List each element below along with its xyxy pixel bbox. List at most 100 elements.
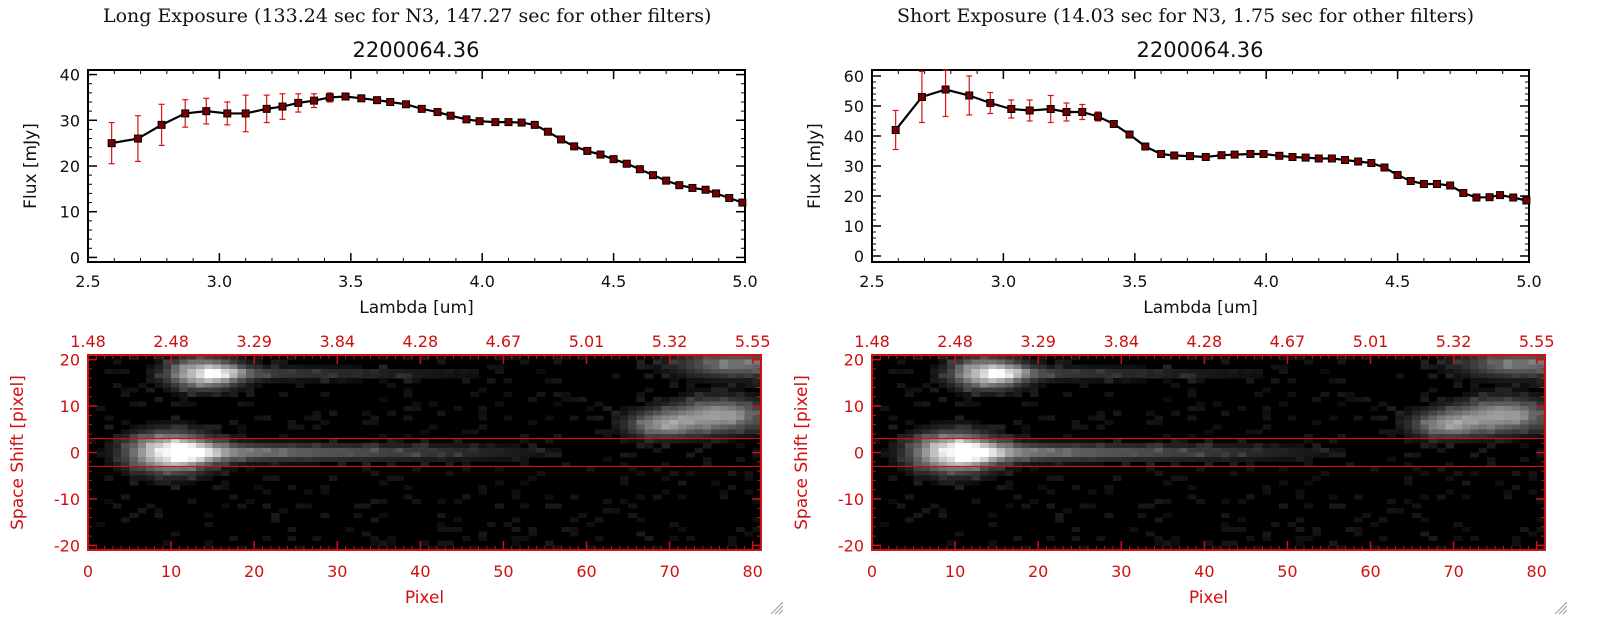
image-pixel [154,457,164,463]
image-pixel [1312,475,1322,481]
image-pixel [478,424,488,430]
image-pixel [179,443,189,449]
image-pixel [955,438,964,444]
image-pixel [1112,368,1122,374]
image-pixel [387,475,396,481]
image-pixel [1403,438,1413,444]
image-pixel [121,494,130,500]
image-pixel [337,447,346,453]
image-pixel [378,378,388,384]
image-pixel [436,522,446,528]
image-pixel [403,494,413,500]
image-pixel [1021,359,1031,365]
image-pixel [946,438,956,444]
image-pixel [971,461,981,467]
image-pixel [245,498,255,504]
image-pixel [237,424,247,430]
image-pixel [1428,438,1438,444]
image-pixel [262,461,272,467]
image-pixel [752,396,762,402]
left-image-y-tick-label: 20 [60,351,80,370]
image-pixel [237,443,247,449]
image-pixel [279,368,288,374]
image-pixel [880,522,890,528]
image-pixel [1038,378,1047,384]
image-pixel [1445,359,1455,365]
image-pixel [752,420,762,426]
image-pixel [1478,373,1488,379]
image-pixel [1079,424,1089,430]
image-pixel [652,359,662,365]
image-pixel [1079,447,1089,453]
image-pixel [212,433,222,439]
image-pixel [1063,443,1072,449]
image-pixel [187,387,197,393]
image-pixel [1536,447,1546,453]
image-pixel [996,485,1006,491]
image-pixel [1254,457,1263,463]
image-pixel [403,485,413,491]
image-pixel [1245,378,1255,384]
left-data-point [241,109,250,118]
image-pixel [171,429,180,435]
image-pixel [1528,420,1538,426]
image-pixel [262,378,272,384]
image-pixel [1088,368,1097,374]
image-pixel [1004,355,1014,361]
image-pixel [711,410,720,416]
image-pixel [162,359,172,365]
image-pixel [1328,378,1338,384]
image-pixel [262,503,272,509]
left-x-tick-label: 4.5 [601,272,626,291]
image-pixel [1187,355,1197,361]
image-pixel [946,443,956,449]
image-pixel [112,447,122,453]
image-pixel [711,387,720,393]
image-pixel [628,452,637,458]
image-pixel [1262,457,1272,463]
image-pixel [686,396,695,402]
left-data-point [635,165,644,174]
image-pixel [727,401,737,407]
image-pixel [1137,447,1147,453]
image-pixel [453,438,463,444]
image-pixel [1229,443,1238,449]
image-pixel [661,355,671,361]
image-pixel [955,387,964,393]
right-data-point [1393,171,1402,179]
right-x-tick-label: 4.5 [1385,272,1410,291]
image-pixel [1470,429,1479,435]
image-pixel [980,364,989,370]
right-data-point [1246,150,1255,158]
left-image-panel: 0 10 20 30 40 50 60 70 801.48 2.48 3.29 3.84 4.28 4.6… [8,332,771,608]
image-pixel [470,392,479,398]
image-pixel [1096,461,1106,467]
image-pixel [677,355,687,361]
image-pixel [1486,368,1496,374]
image-pixel [1395,415,1405,421]
image-pixel [146,471,155,477]
image-pixel [644,433,654,439]
image-pixel [686,420,695,426]
image-pixel [661,406,671,412]
image-pixel [702,387,712,393]
image-pixel [262,364,272,370]
image-pixel [905,438,914,444]
image-pixel [88,438,97,444]
right-data-point [1341,156,1350,164]
image-pixel [1046,461,1056,467]
image-pixel [237,359,247,365]
image-pixel [121,387,130,393]
image-pixel [1129,373,1139,379]
image-pixel [1054,359,1064,365]
image-pixel [1013,359,1022,365]
image-pixel [196,424,205,430]
image-pixel [1536,378,1546,384]
image-pixel [1046,373,1056,379]
image-pixel [204,471,214,477]
image-pixel [1511,382,1521,388]
image-pixel [179,429,189,435]
left-data-point [583,146,592,155]
image-pixel [245,382,255,388]
image-pixel [880,452,890,458]
